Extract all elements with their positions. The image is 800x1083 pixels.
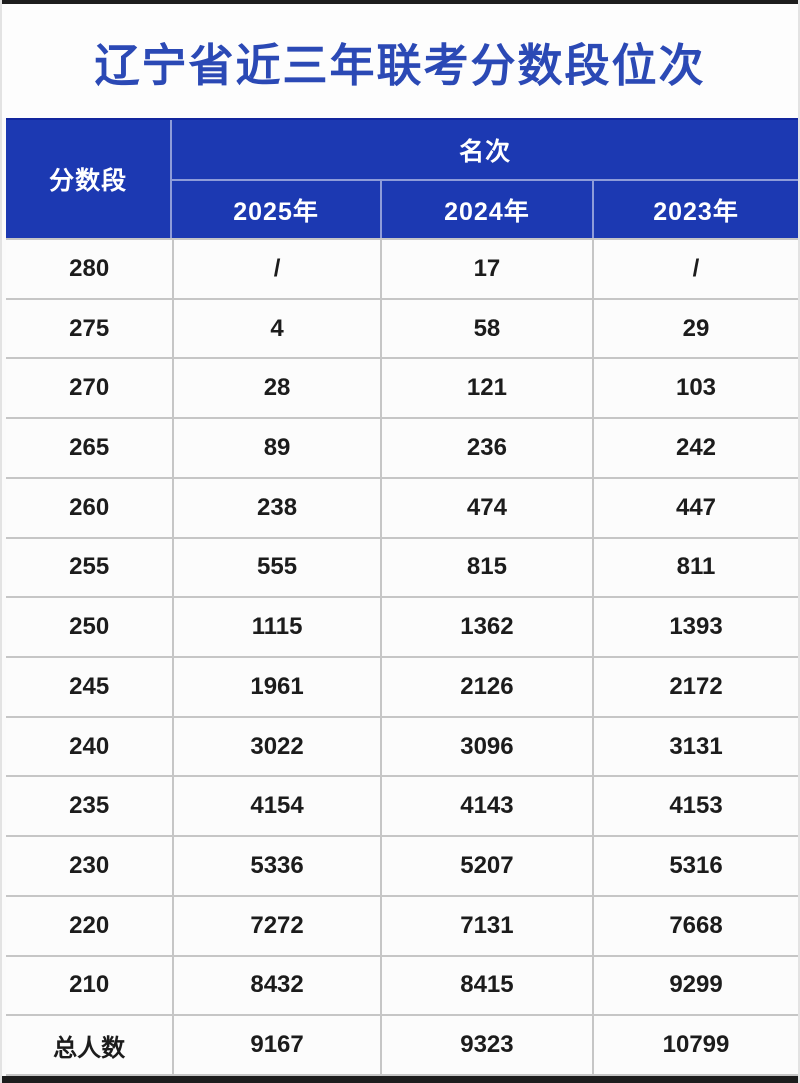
score-range-cell: 230 bbox=[6, 837, 173, 895]
header-year-2025: 2025年 bbox=[172, 179, 380, 238]
photo-bottom-edge bbox=[2, 1076, 798, 1083]
table-row: 总人数 9167 9323 10799 bbox=[6, 1014, 798, 1074]
header-year-2023: 2023年 bbox=[592, 179, 798, 238]
rank-2025-cell: 28 bbox=[172, 359, 380, 418]
rank-2024-cell: 236 bbox=[379, 419, 593, 477]
score-range-cell: 275 bbox=[6, 299, 173, 358]
header-year-2024: 2024年 bbox=[379, 179, 593, 238]
rank-2023-cell: 29 bbox=[592, 299, 798, 358]
rank-2023-cell: 103 bbox=[592, 359, 798, 418]
rank-2025-cell: / bbox=[172, 240, 380, 298]
score-range-cell: 250 bbox=[6, 598, 173, 656]
table-row: 250 1115 1362 1393 bbox=[6, 596, 798, 656]
rank-2024-cell: 4143 bbox=[379, 777, 593, 836]
score-range-cell: 260 bbox=[6, 478, 173, 537]
rank-2025-cell: 7272 bbox=[172, 896, 380, 955]
header-score-range: 分数段 bbox=[6, 120, 173, 238]
rank-2024-cell: 8415 bbox=[379, 956, 593, 1015]
header-rank-group: 名次 bbox=[459, 137, 512, 166]
table-row: 260 238 474 447 bbox=[6, 476, 798, 537]
rank-2024-cell: 9323 bbox=[379, 1016, 593, 1074]
rank-2024-cell: 815 bbox=[379, 538, 593, 597]
table-row: 210 8432 8415 9299 bbox=[6, 954, 798, 1015]
page-title: 辽宁省近三年联考分数段位次 bbox=[94, 39, 706, 91]
rank-2025-cell: 8432 bbox=[172, 956, 380, 1015]
score-rank-table: 分数段 名次 2025年 2024年 2023年 280 / 17 / 275 … bbox=[6, 118, 798, 1076]
table-row: 270 28 121 103 bbox=[6, 357, 798, 418]
rank-2023-cell: 5316 bbox=[592, 837, 798, 895]
rank-2025-cell: 1961 bbox=[172, 658, 380, 716]
rank-2024-cell: 3096 bbox=[379, 717, 593, 776]
rank-2023-cell: 10799 bbox=[592, 1016, 798, 1074]
rank-2023-cell: 9299 bbox=[592, 956, 798, 1015]
score-range-cell: 220 bbox=[6, 896, 173, 955]
rank-2025-cell: 4 bbox=[172, 299, 380, 358]
rank-2023-cell: 7668 bbox=[592, 896, 798, 955]
table-row: 265 89 236 242 bbox=[6, 417, 798, 477]
rank-2024-cell: 2126 bbox=[379, 658, 593, 716]
score-range-cell: 255 bbox=[6, 538, 173, 597]
rank-2025-cell: 89 bbox=[172, 419, 380, 477]
table-header: 分数段 名次 2025年 2024年 2023年 bbox=[6, 118, 798, 238]
rank-2025-cell: 3022 bbox=[172, 717, 380, 776]
rank-2025-cell: 4154 bbox=[172, 777, 380, 836]
score-range-cell: 245 bbox=[6, 658, 173, 716]
table-row: 280 / 17 / bbox=[6, 238, 798, 298]
score-range-cell: 240 bbox=[6, 717, 173, 776]
score-range-cell: 总人数 bbox=[6, 1016, 173, 1074]
score-range-cell: 235 bbox=[6, 777, 173, 836]
table-row: 245 1961 2126 2172 bbox=[6, 656, 798, 716]
rank-2023-cell: 242 bbox=[592, 419, 798, 477]
score-range-cell: 265 bbox=[6, 419, 173, 477]
rank-2024-cell: 17 bbox=[379, 240, 593, 298]
rank-2023-cell: 3131 bbox=[592, 717, 798, 776]
rank-2024-cell: 474 bbox=[379, 478, 593, 537]
rank-2023-cell: 447 bbox=[592, 478, 798, 537]
rank-2023-cell: / bbox=[592, 240, 798, 298]
table-row: 230 5336 5207 5316 bbox=[6, 835, 798, 895]
table-body: 280 / 17 / 275 4 58 29 270 28 121 103 26… bbox=[6, 238, 798, 1076]
rank-2024-cell: 121 bbox=[379, 359, 593, 418]
rank-2025-cell: 9167 bbox=[172, 1016, 380, 1074]
photo-top-edge bbox=[2, 0, 798, 4]
rank-2023-cell: 4153 bbox=[592, 777, 798, 836]
rank-2024-cell: 58 bbox=[379, 299, 593, 358]
rank-2024-cell: 5207 bbox=[379, 837, 593, 895]
rank-2023-cell: 811 bbox=[592, 538, 798, 597]
rank-2025-cell: 5336 bbox=[172, 837, 380, 895]
table-row: 275 4 58 29 bbox=[6, 297, 798, 358]
rank-2023-cell: 1393 bbox=[592, 598, 798, 656]
score-range-cell: 210 bbox=[6, 956, 173, 1015]
table-row: 255 555 815 811 bbox=[6, 536, 798, 597]
rank-2025-cell: 238 bbox=[172, 478, 380, 537]
title-area: 辽宁省近三年联考分数段位次 bbox=[2, 4, 798, 118]
rank-2025-cell: 1115 bbox=[172, 598, 380, 656]
table-row: 220 7272 7131 7668 bbox=[6, 894, 798, 955]
rank-2024-cell: 1362 bbox=[379, 598, 593, 656]
rank-2023-cell: 2172 bbox=[592, 658, 798, 716]
score-range-cell: 280 bbox=[6, 240, 173, 298]
score-range-cell: 270 bbox=[6, 359, 173, 418]
table-row: 235 4154 4143 4153 bbox=[6, 775, 798, 836]
rank-2024-cell: 7131 bbox=[379, 896, 593, 955]
table-row: 240 3022 3096 3131 bbox=[6, 715, 798, 776]
rank-2025-cell: 555 bbox=[172, 538, 380, 597]
